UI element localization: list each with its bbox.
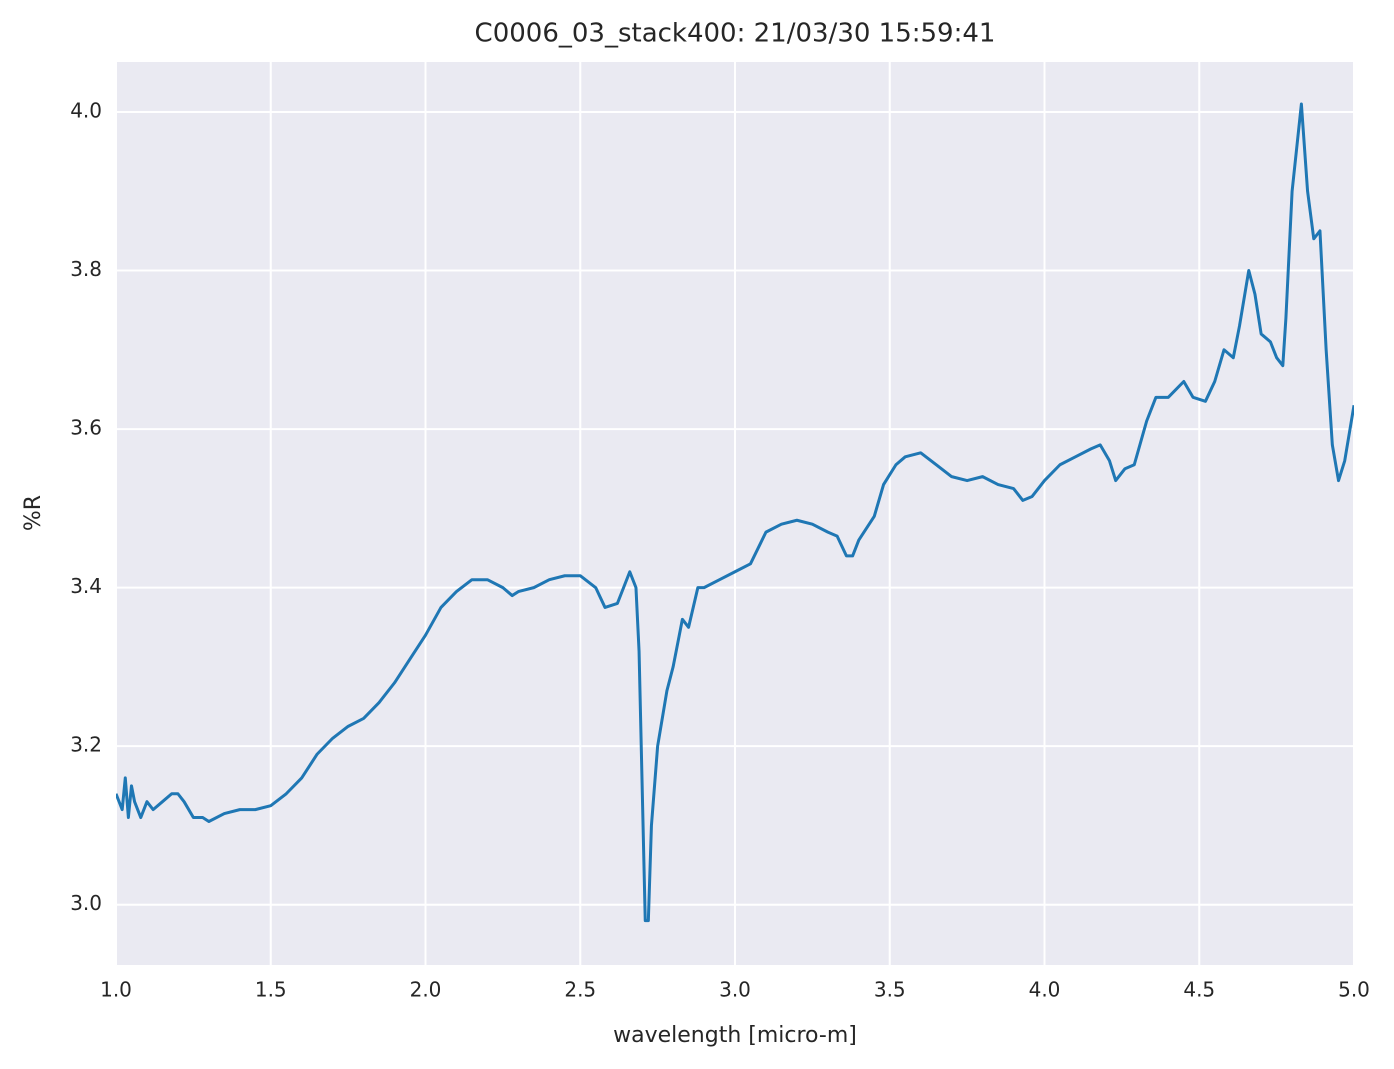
x-tick-label: 2.0 — [410, 978, 442, 1002]
x-axis-label: wavelength [micro-m] — [613, 1023, 857, 1048]
x-tick-label: 4.5 — [1183, 978, 1215, 1002]
y-tick-label: 3.8 — [70, 257, 102, 281]
x-tick-label: 3.5 — [874, 978, 906, 1002]
y-tick-label: 3.0 — [70, 891, 102, 915]
chart-title: C0006_03_stack400: 21/03/30 15:59:41 — [475, 19, 996, 49]
y-tick-label: 3.4 — [70, 574, 102, 598]
x-tick-label: 5.0 — [1338, 978, 1370, 1002]
x-tick-label: 4.0 — [1029, 978, 1061, 1002]
x-tick-label: 3.0 — [719, 978, 751, 1002]
y-tick-label: 3.6 — [70, 416, 102, 440]
x-tick-label: 1.5 — [255, 978, 287, 1002]
x-tick-label: 2.5 — [564, 978, 596, 1002]
y-tick-label: 3.2 — [70, 733, 102, 757]
x-tick-label: 1.0 — [100, 978, 132, 1002]
y-tick-label: 4.0 — [70, 98, 102, 122]
y-axis-label: %R — [21, 495, 46, 531]
data-line — [116, 102, 1354, 923]
